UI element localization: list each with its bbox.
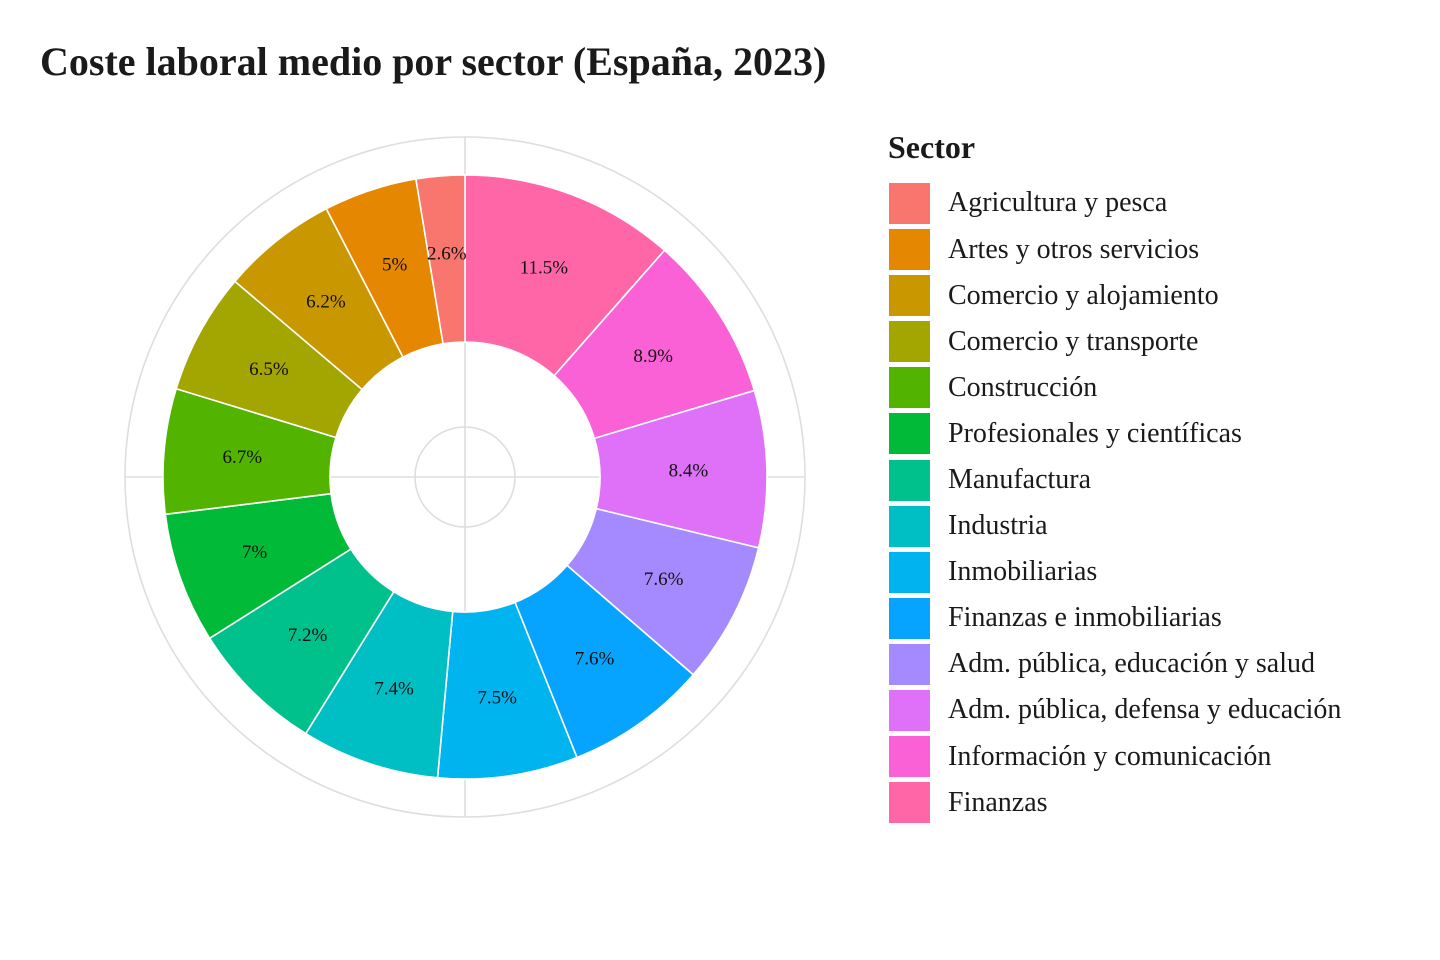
legend-label-5: Profesionales y científicas	[948, 417, 1242, 449]
legend-swatch-3	[889, 321, 930, 363]
legend-label-8: Inmobiliarias	[948, 556, 1098, 588]
legend-label-6: Manufactura	[948, 464, 1092, 495]
legend-swatch-7	[889, 505, 930, 547]
donut-chart: 11.5% 8.9% 8.4% 7.6% 7.6% 7.5% 7.4% 7.2% 7% 6.7% 6…	[124, 136, 806, 818]
legend-label-13: Finanzas	[948, 786, 1048, 818]
legend-swatch-0	[889, 182, 930, 224]
legend-item-0: Agricultura y pesca	[886, 180, 1341, 226]
legend-title: Sector	[888, 129, 976, 165]
slice-13	[464, 174, 666, 377]
legend-item-2: Comercio y alojamiento	[886, 273, 1341, 319]
legend-items: Agricultura y pesca Artes y otros servici…	[886, 180, 1341, 825]
legend-swatch-6	[889, 459, 930, 501]
slice-label-0: 2.6%	[427, 244, 467, 265]
legend-label-7: Industria	[948, 510, 1048, 542]
slice-label-5: 7%	[242, 542, 268, 563]
slice-label-4: 6.7%	[223, 447, 263, 468]
legend-item-4: Construcción	[886, 365, 1341, 411]
legend-item-5: Profesionales y científicas	[886, 411, 1341, 457]
legend-label-9: Finanzas e inmobiliarias	[948, 602, 1222, 634]
legend-swatch-11	[889, 689, 930, 731]
slice-label-7: 7.4%	[374, 678, 414, 699]
legend-item-1: Artes y otros servicios	[886, 226, 1341, 272]
slice-label-12: 8.9%	[633, 346, 673, 367]
legend-swatch-4	[889, 367, 930, 409]
legend-item-8: Inmobiliarias	[886, 549, 1341, 595]
donut-slices	[162, 174, 768, 780]
legend-label-10: Adm. pública, educación y salud	[948, 648, 1316, 680]
chart-title: Coste laboral medio por sector (España, …	[40, 39, 827, 84]
legend-swatch-1	[889, 229, 930, 271]
legend-item-13: Finanzas	[886, 780, 1341, 826]
legend: Sector Agricultura y pesca Artes y otros …	[886, 128, 1341, 826]
legend-label-0: Agricultura y pesca	[948, 187, 1168, 219]
slice-label-11: 8.4%	[669, 461, 709, 482]
slice-label-1: 5%	[382, 254, 408, 275]
legend-item-7: Industria	[886, 503, 1341, 549]
slice-0	[415, 174, 466, 345]
legend-swatch-10	[889, 643, 930, 685]
slice-label-8: 7.5%	[477, 688, 517, 709]
legend-label-3: Comercio y transporte	[948, 325, 1199, 357]
legend-label-12: Información y comunicación	[948, 740, 1272, 772]
legend-item-10: Adm. pública, educación y salud	[886, 641, 1341, 687]
legend-item-11: Adm. pública, defensa y educación	[886, 687, 1341, 733]
legend-swatch-8	[889, 551, 930, 593]
legend-swatch-2	[889, 275, 930, 317]
slice-label-9: 7.6%	[575, 649, 615, 670]
slice-labels: 11.5% 8.9% 8.4% 7.6% 7.6% 7.5% 7.4% 7.2% 7% 6.7% 6…	[223, 244, 709, 709]
legend-item-12: Información y comunicación	[886, 734, 1341, 780]
legend-swatch-13	[889, 782, 930, 824]
legend-label-2: Comercio y alojamiento	[948, 279, 1219, 311]
legend-label-4: Construcción	[948, 371, 1098, 403]
slice-label-3: 6.5%	[249, 359, 289, 380]
legend-swatch-9	[889, 597, 930, 639]
slice-label-13: 11.5%	[520, 257, 569, 278]
legend-label-11: Adm. pública, defensa y educación	[948, 694, 1342, 726]
legend-item-3: Comercio y transporte	[886, 319, 1341, 365]
slice-label-10: 7.6%	[644, 569, 684, 590]
legend-label-1: Artes y otros servicios	[948, 233, 1200, 265]
slice-label-2: 6.2%	[306, 292, 346, 313]
legend-swatch-5	[889, 413, 930, 455]
legend-swatch-12	[889, 736, 930, 778]
legend-item-9: Finanzas e inmobiliarias	[886, 595, 1341, 641]
slice-label-6: 7.2%	[288, 625, 328, 646]
legend-item-6: Manufactura	[886, 457, 1341, 503]
